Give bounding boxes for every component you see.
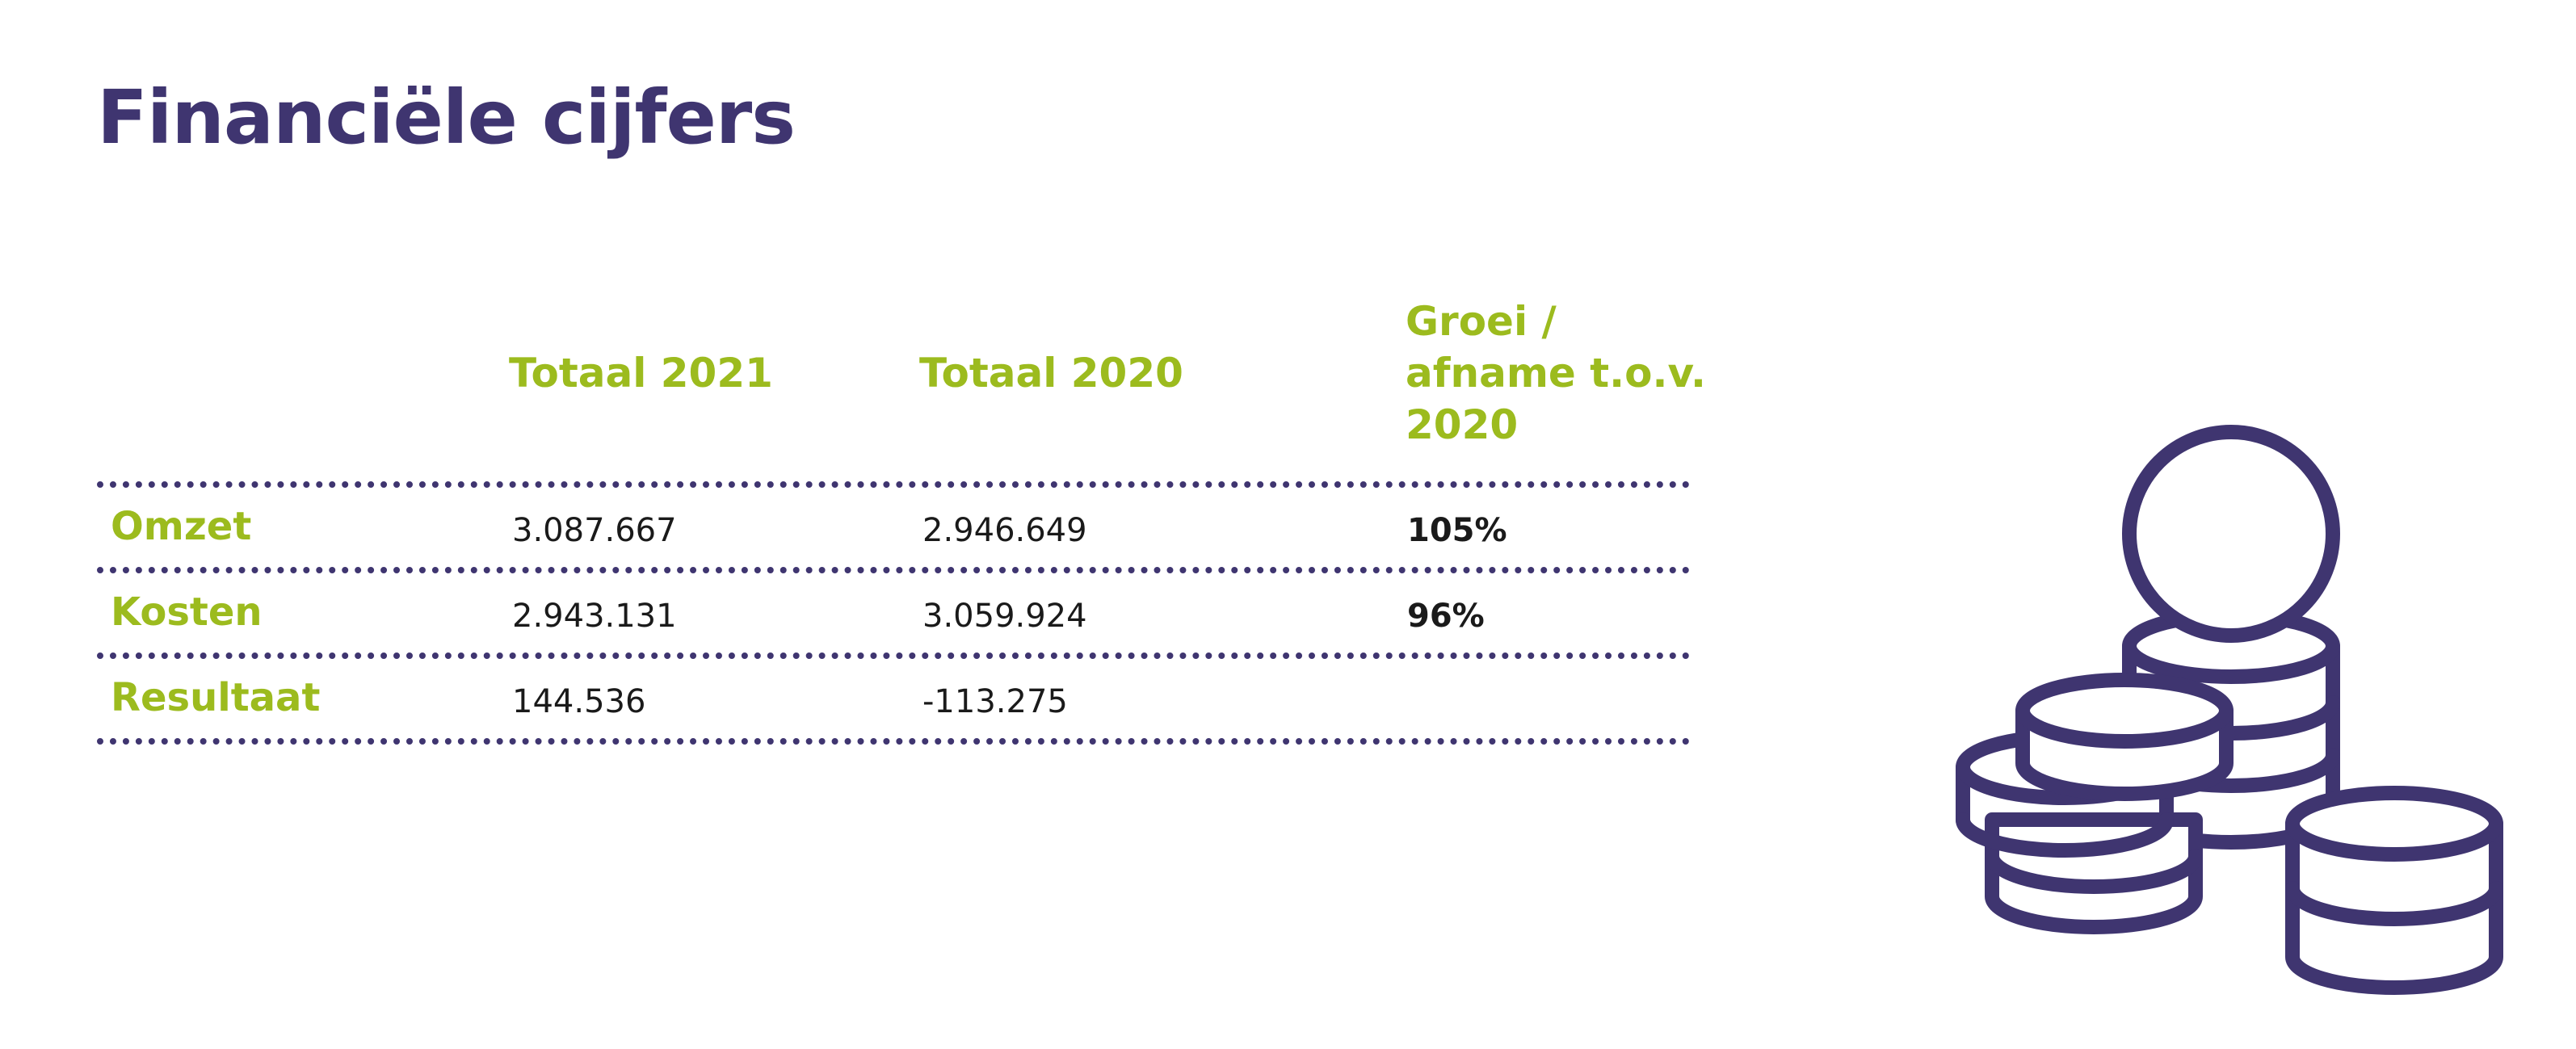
cell-total-2021: 144.536 — [512, 683, 646, 720]
column-header-line: afname t.o.v. — [1406, 350, 1706, 397]
page-title: Financiële cijfers — [97, 74, 796, 161]
cell-total-2021: 2.943.131 — [512, 598, 677, 635]
column-header-label: Totaal 2020 — [919, 350, 1183, 397]
column-header-label: Totaal 2021 — [509, 350, 773, 397]
cell-total-2021: 3.087.667 — [512, 512, 677, 549]
coin-stack-middle — [2015, 673, 2234, 801]
cell-total-2020: 2.946.649 — [922, 512, 1087, 549]
column-header-growth: Groei / afname t.o.v. 2020 — [1406, 296, 1706, 451]
row-label-resultaat: Resultaat — [111, 675, 321, 720]
coins-stack-icon — [1956, 425, 2503, 995]
column-header-totaal-2020: Totaal 2020 — [919, 347, 1183, 399]
table-divider — [97, 567, 1690, 573]
column-header-line: 2020 — [1406, 401, 1519, 448]
coin-stack-right — [2285, 786, 2503, 995]
row-label-kosten: Kosten — [111, 590, 263, 635]
table-divider — [97, 481, 1690, 488]
row-label-omzet: Omzet — [111, 504, 252, 549]
column-header-totaal-2021: Totaal 2021 — [509, 347, 773, 399]
coin-upright — [2122, 425, 2340, 643]
cell-growth: 96% — [1407, 598, 1485, 635]
table-divider — [97, 738, 1690, 745]
table-divider — [97, 652, 1690, 659]
cell-total-2020: -113.275 — [922, 683, 1068, 720]
cell-total-2020: 3.059.924 — [922, 598, 1087, 635]
column-header-line: Groei / — [1406, 298, 1557, 345]
cell-growth: 105% — [1407, 512, 1507, 549]
